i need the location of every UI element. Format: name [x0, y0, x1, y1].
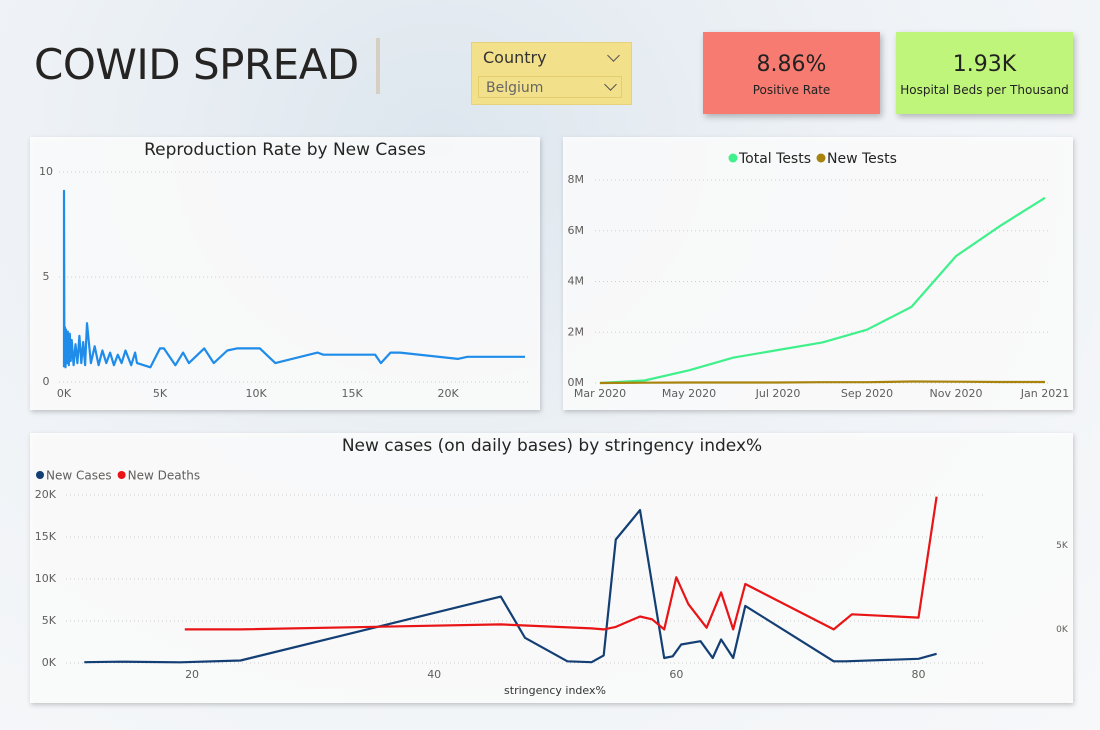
x-tick-label: Jan 2021: [1020, 387, 1069, 400]
kpi-label: Positive Rate: [752, 83, 831, 97]
y-tick-label: 5: [43, 270, 50, 283]
x-tick-label: 80: [911, 668, 925, 681]
x-tick-label: 5K: [153, 387, 168, 400]
slicer-label: Country: [483, 48, 547, 67]
panel: [30, 137, 540, 410]
page-title: COWID SPREAD: [34, 40, 359, 89]
legend-marker: [36, 471, 44, 479]
kpi-value: 8.86%: [756, 52, 827, 77]
data-line: [599, 196, 1046, 385]
x-tick-label: Jul 2020: [755, 387, 801, 400]
y-tick-label: 4M: [568, 275, 585, 288]
legend-label: Total Tests: [738, 151, 811, 167]
data-line: [62, 189, 525, 369]
x-tick-label: 10K: [245, 387, 267, 400]
y-tick-label: 20K: [35, 488, 57, 501]
legend-label: New Tests: [827, 151, 897, 167]
x-tick-label: 15K: [342, 387, 364, 400]
legend-marker: [117, 471, 126, 479]
y-tick-label: 0: [43, 375, 50, 388]
data-line: [184, 496, 938, 631]
x-tick-label: Nov 2020: [930, 387, 983, 400]
x-tick-label: 20K: [438, 387, 460, 400]
legend-label: New Cases: [46, 469, 112, 483]
x-tick-label: 40: [427, 668, 441, 681]
y-tick-label: 8M: [568, 173, 585, 186]
y-tick-label: 6M: [568, 224, 585, 237]
y-tick-label: 10: [39, 165, 53, 178]
kpi-card: 1.93K Hospital Beds per Thousand: [896, 32, 1073, 114]
x-tick-label: 20: [185, 668, 199, 681]
y-tick-label: 10K: [35, 572, 57, 585]
x-tick-label: Sep 2020: [841, 387, 893, 400]
chart-title: New cases (on daily bases) by stringency…: [342, 436, 762, 456]
y2-tick-label: 0K: [1056, 625, 1069, 635]
slicer-dropdown[interactable]: Belgium: [478, 76, 622, 98]
y-tick-label: 5K: [42, 614, 57, 627]
x-tick-label: Mar 2020: [574, 387, 626, 400]
x-tick-label: 60: [669, 668, 683, 681]
panel: [30, 433, 1073, 703]
data-line: [599, 380, 1045, 385]
legend-marker: [816, 153, 826, 163]
x-tick-label: May 2020: [662, 387, 716, 400]
y2-tick-label: 5K: [1056, 541, 1069, 551]
kpi-card: 8.86% Positive Rate: [703, 32, 880, 114]
x-tick-label: 0K: [57, 387, 72, 400]
y-tick-label: 15K: [35, 530, 57, 543]
data-line: [84, 509, 937, 664]
panel: [563, 137, 1073, 410]
y-tick-label: 0M: [568, 376, 585, 389]
country-slicer[interactable]: Country Belgium: [471, 42, 632, 105]
kpi-value: 1.93K: [952, 52, 1017, 77]
y-tick-label: 0K: [42, 656, 57, 669]
y-tick-label: 2M: [568, 325, 585, 338]
legend-label: New Deaths: [128, 469, 201, 483]
x-axis-title: stringency index%: [504, 684, 606, 697]
legend-marker: [728, 153, 738, 163]
title-divider: [376, 38, 380, 94]
kpi-label: Hospital Beds per Thousand: [900, 83, 1069, 97]
slicer-value: Belgium: [486, 80, 544, 96]
chart-title: Reproduction Rate by New Cases: [144, 140, 426, 160]
